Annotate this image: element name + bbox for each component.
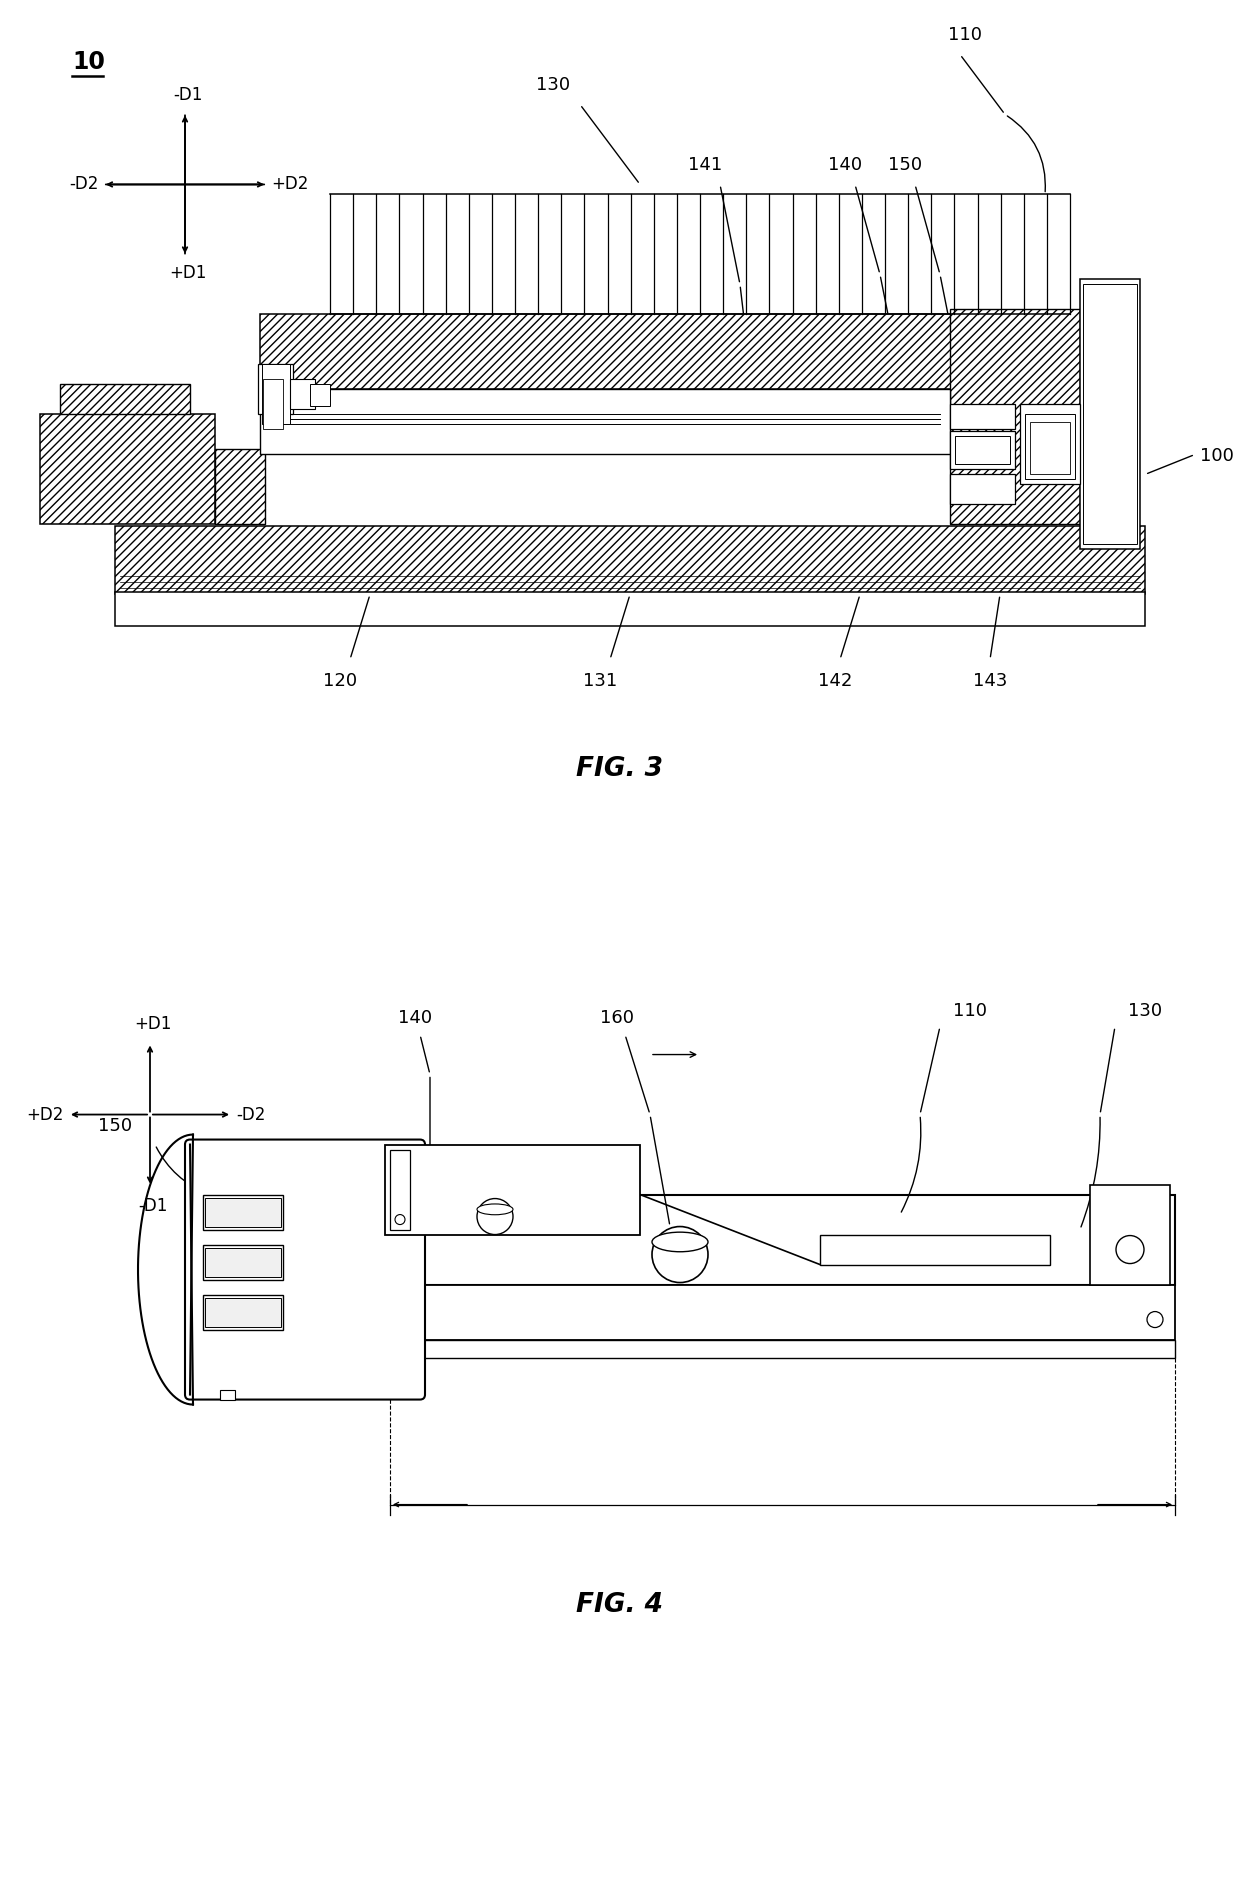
Bar <box>950 432 1016 470</box>
Bar <box>60 385 190 415</box>
Text: -D1: -D1 <box>139 1197 167 1214</box>
Bar <box>391 1340 1176 1357</box>
Text: 130: 130 <box>536 77 570 94</box>
Text: 140: 140 <box>398 1009 432 1026</box>
Text: 130: 130 <box>1128 1002 1162 1020</box>
Bar <box>310 385 330 406</box>
Circle shape <box>1116 1236 1145 1263</box>
Ellipse shape <box>477 1204 513 1214</box>
Text: 150: 150 <box>98 1116 133 1135</box>
Text: 142: 142 <box>818 673 852 690</box>
Bar <box>391 1195 1176 1285</box>
Text: 110: 110 <box>949 26 982 45</box>
Bar <box>205 1298 281 1327</box>
Bar <box>115 592 1145 626</box>
Text: 110: 110 <box>954 1002 987 1020</box>
Bar <box>1025 415 1075 479</box>
Bar <box>950 404 1016 430</box>
Bar <box>290 380 315 410</box>
FancyBboxPatch shape <box>185 1139 425 1400</box>
Ellipse shape <box>652 1233 708 1251</box>
Text: 10: 10 <box>72 51 105 75</box>
Text: 140: 140 <box>828 156 862 175</box>
Bar <box>1080 280 1140 549</box>
Bar <box>260 389 950 455</box>
Bar <box>955 436 1011 464</box>
Bar <box>215 449 265 524</box>
Text: -D2: -D2 <box>69 175 99 194</box>
Bar <box>820 1235 1050 1265</box>
Text: 141: 141 <box>688 156 722 175</box>
Bar <box>40 415 215 524</box>
Bar <box>263 380 283 430</box>
Text: FIG. 3: FIG. 3 <box>577 757 663 782</box>
Text: 143: 143 <box>973 673 1007 690</box>
Bar <box>1083 284 1137 545</box>
Text: +D2: +D2 <box>272 175 309 194</box>
Text: FIG. 4: FIG. 4 <box>577 1592 663 1618</box>
Bar <box>203 1295 283 1330</box>
Text: 131: 131 <box>583 673 618 690</box>
Circle shape <box>477 1199 513 1235</box>
Text: 160: 160 <box>600 1009 634 1026</box>
Bar <box>950 310 1080 524</box>
Bar <box>205 1248 281 1276</box>
Bar <box>115 526 1145 594</box>
Bar <box>262 365 290 425</box>
Text: +D1: +D1 <box>170 265 207 282</box>
Bar <box>950 475 1016 504</box>
Bar <box>1090 1184 1171 1285</box>
Circle shape <box>652 1227 708 1283</box>
Bar <box>391 1285 1176 1340</box>
Text: -D2: -D2 <box>236 1105 265 1124</box>
Bar <box>391 1150 410 1229</box>
Circle shape <box>396 1214 405 1225</box>
Text: 100: 100 <box>1200 447 1234 466</box>
Text: +D1: +D1 <box>134 1015 171 1033</box>
Bar <box>203 1244 283 1280</box>
Bar <box>219 1390 236 1400</box>
Bar <box>1030 423 1070 475</box>
Bar <box>205 1197 281 1227</box>
Bar <box>203 1195 283 1229</box>
Bar <box>260 314 1080 389</box>
Bar <box>384 1144 640 1235</box>
Bar <box>258 365 293 415</box>
Text: 120: 120 <box>322 673 357 690</box>
Text: 150: 150 <box>888 156 923 175</box>
Bar <box>1021 404 1080 485</box>
Circle shape <box>1147 1312 1163 1328</box>
Text: -D1: -D1 <box>174 86 202 105</box>
Text: +D2: +D2 <box>26 1105 64 1124</box>
